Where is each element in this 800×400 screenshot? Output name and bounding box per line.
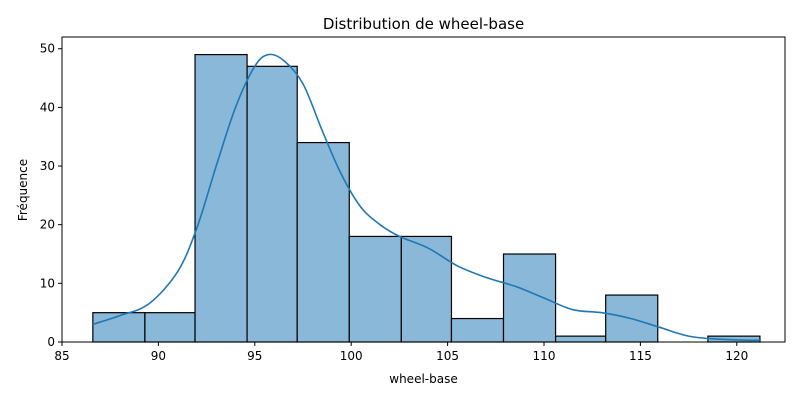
- kde-curve: [92, 53, 760, 342]
- histogram-bar: [144, 312, 196, 343]
- y-tick-label: 30: [40, 159, 55, 173]
- y-tick-label: 40: [40, 100, 55, 114]
- histogram-bar: [554, 335, 607, 343]
- x-axis-ticks: 85 90 95 100 105 110 115 120: [54, 342, 748, 363]
- x-tick-label: 85: [54, 349, 69, 363]
- y-tick-label: 50: [40, 42, 55, 56]
- y-axis-label: Fréquence: [16, 159, 30, 221]
- x-tick-label: 110: [533, 349, 556, 363]
- chart-title: Distribution de wheel-base: [323, 15, 524, 33]
- histogram-bar: [296, 141, 350, 343]
- x-tick-label: 95: [247, 349, 262, 363]
- histogram-bar: [92, 312, 146, 343]
- x-tick-label: 120: [725, 349, 748, 363]
- x-axis-label: wheel-base: [389, 372, 457, 386]
- x-tick-label: 105: [436, 349, 459, 363]
- y-tick-label: 0: [47, 335, 55, 349]
- histogram-bar: [246, 65, 298, 343]
- x-tick-label: 100: [340, 349, 363, 363]
- histogram-bar: [450, 317, 505, 343]
- histogram-bar: [348, 235, 402, 343]
- y-tick-label: 20: [40, 218, 55, 232]
- y-axis-ticks: 0 10 20 30 40 50: [40, 42, 62, 349]
- histogram-bar: [502, 253, 557, 343]
- plot-frame: [61, 36, 786, 343]
- x-tick-label: 90: [151, 349, 166, 363]
- x-tick-label: 115: [629, 349, 652, 363]
- y-tick-label: 10: [40, 276, 55, 290]
- histogram-bar: [400, 235, 453, 343]
- histogram-bars: [92, 53, 761, 343]
- histogram-bar: [194, 53, 248, 343]
